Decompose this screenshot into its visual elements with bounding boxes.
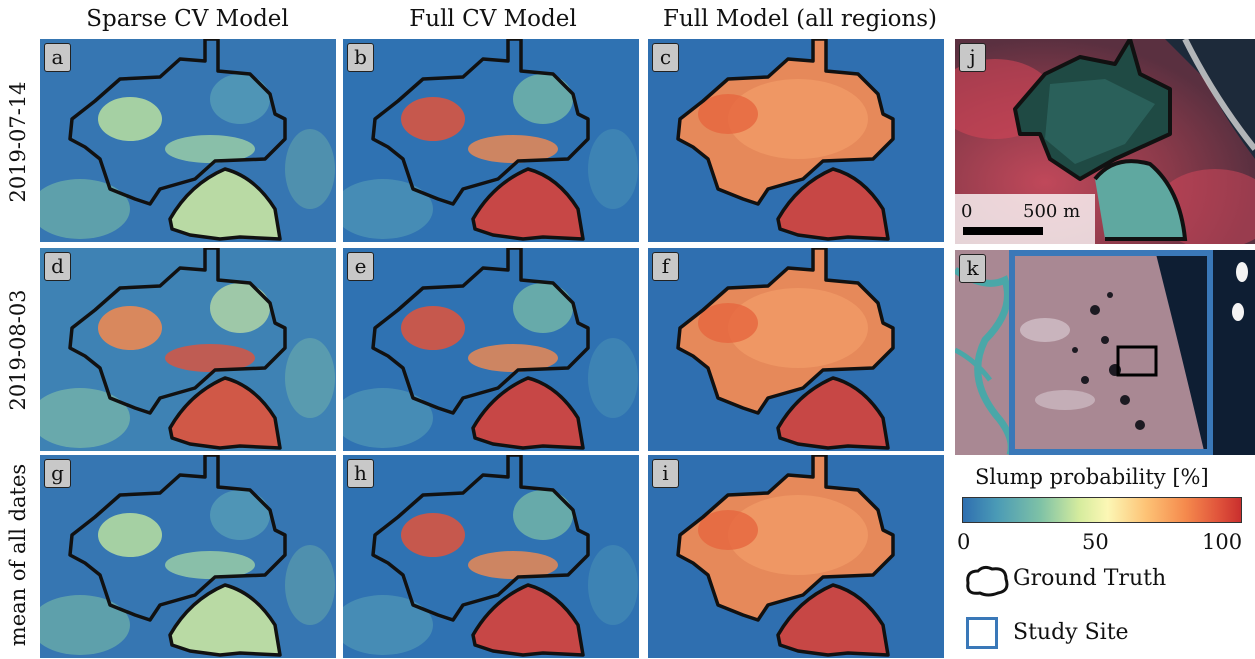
colorbar-tick-100: 100: [1202, 530, 1243, 554]
overview-map: [955, 250, 1255, 455]
column-title-full-model: Full Model (all regions): [662, 6, 938, 32]
probability-map-g: g: [40, 455, 336, 658]
probability-heatmap: [343, 39, 638, 241]
panel-tag-g: g: [44, 459, 71, 488]
panel-tag-i: i: [652, 459, 679, 488]
probability-map-h: h: [343, 455, 639, 658]
column-title-full-cv: Full CV Model: [409, 6, 577, 32]
panel-tag-d: d: [44, 252, 71, 281]
probability-heatmap: [343, 248, 638, 450]
panel-tag-j: j: [959, 43, 986, 72]
panel-tag-c: c: [652, 43, 679, 72]
panel-tag-h: h: [347, 459, 374, 488]
row-label-mean: mean of all dates: [6, 463, 30, 647]
probability-heatmap: [343, 455, 638, 657]
probability-heatmap: [676, 248, 895, 450]
panel-tag-f: f: [652, 252, 679, 281]
legend-study-site: Study Site: [1013, 620, 1129, 645]
row-label-date-1: 2019-07-14: [6, 81, 30, 203]
probability-heatmap: [40, 455, 335, 657]
probability-map-b: b: [343, 39, 639, 242]
satellite-image: [955, 39, 1255, 244]
probability-map-a: a: [40, 39, 336, 242]
probability-map-e: e: [343, 248, 639, 451]
panel-tag-k: k: [959, 254, 986, 283]
panel-tag-b: b: [347, 43, 374, 72]
probability-heatmap: [40, 39, 335, 241]
legend-ground-truth: Ground Truth: [1013, 566, 1167, 591]
colorbar-tick-50: 50: [1082, 530, 1109, 554]
scalebar-start: 0: [961, 201, 973, 222]
scalebar-end: 500 m: [1023, 201, 1081, 222]
probability-map-d: d: [40, 248, 336, 451]
panel-tag-e: e: [347, 252, 374, 281]
satellite-image-panel: j 0 500 m: [955, 39, 1255, 244]
probability-map-i: i: [648, 455, 944, 658]
panel-tag-a: a: [44, 43, 71, 72]
column-title-sparse: Sparse CV Model: [86, 6, 289, 32]
ground-truth-symbol: [966, 565, 1009, 597]
row-label-date-2: 2019-08-03: [6, 289, 30, 411]
probability-map-f: f: [648, 248, 944, 451]
probability-map-c: c: [648, 39, 944, 242]
colorbar-tick-0: 0: [957, 530, 971, 554]
probability-heatmap: [40, 248, 335, 450]
overview-map-panel: k: [955, 250, 1255, 455]
colorbar-title: Slump probability [%]: [975, 465, 1209, 489]
colorbar: [962, 497, 1242, 523]
probability-heatmap: [676, 39, 895, 241]
probability-heatmap: [676, 455, 895, 657]
study-site-symbol: [966, 617, 998, 649]
